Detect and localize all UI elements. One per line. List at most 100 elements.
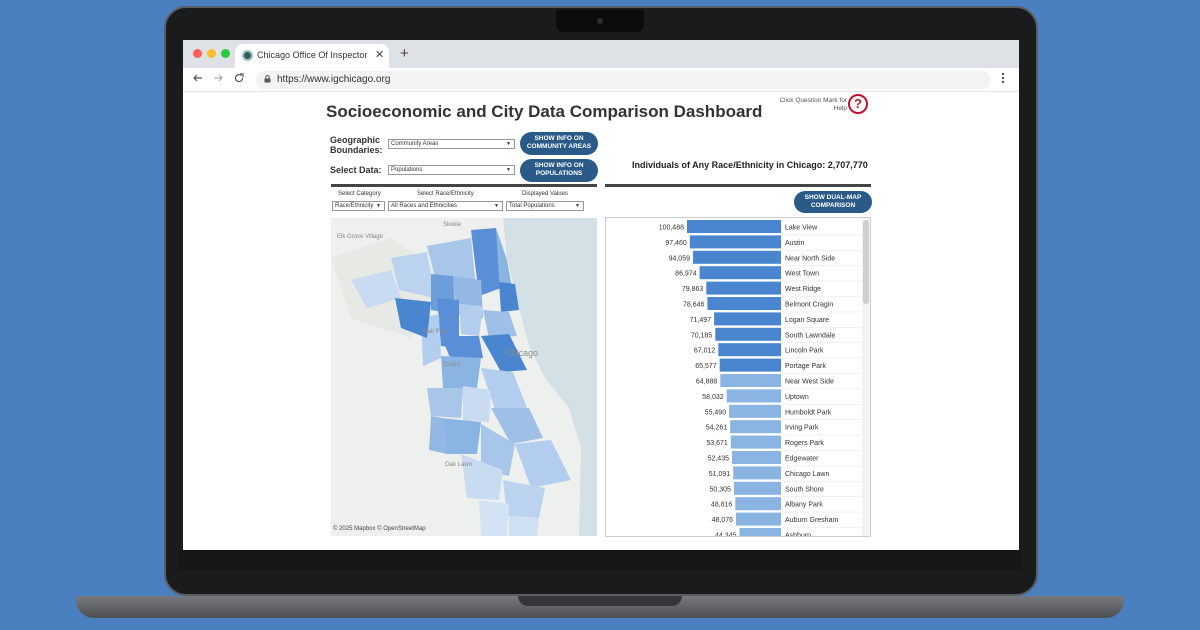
bar-value-label: 97,460 [665, 240, 687, 247]
bar-value-label: 71,497 [690, 317, 712, 324]
bar-12[interactable] [729, 404, 781, 418]
select-data-select[interactable]: Populations ▼ [388, 165, 515, 175]
category-value: Race/Ethnicity [335, 203, 374, 209]
bar-category-label: Albany Park [785, 502, 823, 509]
bar-category-label: Auburn Gresham [785, 517, 838, 524]
chevron-down-icon: ▼ [494, 203, 499, 209]
laptop-groove [518, 596, 682, 606]
url-text: https://www.igchicago.org [277, 74, 391, 85]
map-label-oak-lawn: Oak Lawn [445, 462, 472, 468]
maximize-window-icon[interactable] [221, 49, 230, 58]
bar-category-label: Logan Square [785, 317, 829, 324]
bar-value-label: 54,261 [706, 425, 728, 432]
bar-5[interactable] [707, 297, 781, 310]
bar-category-label: Belmont Cragin [785, 302, 833, 309]
bar-4[interactable] [706, 281, 781, 295]
race-label: Select Race/Ethnicity [417, 191, 474, 197]
bar-value-label: 78,646 [683, 302, 705, 309]
bar-category-label: Near West Side [785, 379, 834, 386]
category-label: Select Category [338, 191, 381, 197]
laptop-bezel [178, 550, 1022, 570]
display-label: Displayed Values [522, 191, 568, 197]
show-community-areas-button[interactable]: SHOW INFO ON COMMUNITY AREAS [520, 132, 598, 155]
forward-icon[interactable] [213, 72, 223, 86]
bar-10[interactable] [720, 374, 781, 387]
bar-8[interactable] [718, 343, 781, 357]
help-hint: Click Question Mark for Help [779, 97, 847, 112]
bar-3[interactable] [699, 266, 781, 280]
screen: Chicago Office Of Inspector General ✕ + … [183, 40, 1019, 550]
bar-15[interactable] [732, 451, 781, 464]
bar-category-label: South Shore [785, 486, 824, 493]
chevron-down-icon: ▼ [506, 167, 511, 173]
bar-20[interactable] [739, 528, 782, 536]
bar-value-label: 67,012 [694, 348, 716, 355]
close-tab-icon[interactable]: ✕ [375, 49, 385, 61]
bar-value-label: 65,577 [695, 363, 717, 370]
back-icon[interactable] [193, 72, 203, 86]
bar-value-label: 48,076 [712, 517, 734, 524]
minimize-window-icon[interactable] [207, 49, 216, 58]
map-attribution: © 2025 Mapbox © OpenStreetMap [333, 526, 426, 532]
bar-category-label: Lincoln Park [785, 348, 824, 355]
bar-1[interactable] [689, 235, 781, 249]
bar-value-label: 79,863 [682, 286, 704, 293]
bar-value-label: 48,816 [711, 502, 733, 509]
browser-tab[interactable]: Chicago Office Of Inspector General ✕ [235, 44, 389, 68]
total-headline: Individuals of Any Race/Ethnicity in Chi… [632, 160, 868, 170]
bar-category-label: Lake View [785, 225, 818, 232]
bar-value-label: 50,305 [709, 486, 731, 493]
bar-14[interactable] [730, 435, 781, 449]
question-mark-icon[interactable]: ? [848, 94, 868, 114]
chart-scrollbar-thumb[interactable] [863, 220, 869, 304]
bar-value-label: 52,435 [708, 456, 730, 463]
bar-6[interactable] [714, 312, 781, 326]
chevron-down-icon: ▼ [376, 203, 381, 209]
bar-category-label: Edgewater [785, 456, 819, 463]
bar-9[interactable] [719, 358, 781, 372]
bar-7[interactable] [715, 327, 781, 341]
reload-icon[interactable] [234, 72, 244, 86]
favicon-icon [242, 50, 253, 61]
bar-value-label: 70,185 [691, 332, 713, 339]
bar-value-label: 94,059 [669, 255, 691, 262]
page-title: Socioeconomic and City Data Comparison D… [326, 102, 763, 121]
bar-value-label: 55,490 [705, 409, 727, 416]
bar-value-label: 53,671 [706, 440, 728, 447]
lock-icon [264, 75, 271, 83]
menu-icon[interactable] [1001, 72, 1005, 87]
bar-chart-svg: 100,488 Lake View 97,460 Austin 94,059 Near N… [659, 220, 862, 537]
bar-value-label: 51,091 [709, 471, 731, 478]
population-bar-chart: 100,488 Lake View 97,460 Austin 94,059 Near N… [605, 217, 871, 537]
bar-category-label: West Ridge [785, 286, 821, 293]
display-select[interactable]: Total Populations ▼ [506, 201, 584, 211]
bar-11[interactable] [726, 389, 781, 403]
address-bar: https://www.igchicago.org [183, 68, 1019, 92]
race-select[interactable]: All Races and Ethnicities ▼ [388, 201, 503, 211]
community-areas-layer [351, 228, 571, 536]
bar-value-label: 44,345 [715, 533, 737, 537]
show-populations-button[interactable]: SHOW INFO ON POPULATIONS [520, 159, 598, 182]
bar-category-label: Portage Park [785, 363, 826, 370]
category-select[interactable]: Race/Ethnicity ▼ [332, 201, 385, 211]
bar-category-label: Humboldt Park [785, 409, 832, 416]
show-dual-map-button[interactable]: SHOW DUAL-MAP COMPARISON [794, 191, 872, 213]
divider-left [331, 184, 597, 187]
bar-2[interactable] [693, 250, 781, 264]
bar-13[interactable] [730, 420, 781, 434]
bar-18[interactable] [735, 497, 781, 511]
new-tab-icon[interactable]: + [400, 45, 409, 62]
bar-17[interactable] [733, 481, 781, 495]
bar-category-label: Near North Side [785, 255, 835, 262]
choropleth-map[interactable]: Skokie Elk Grove Village Oak Park Cicero… [331, 218, 597, 536]
url-field[interactable]: https://www.igchicago.org [255, 71, 991, 89]
bar-category-label: Chicago Lawn [785, 471, 829, 478]
map-label-oak-park: Oak Park [423, 329, 449, 335]
geo-boundaries-select[interactable]: Community Areas ▼ [388, 139, 515, 149]
chart-scrollbar[interactable] [862, 218, 870, 536]
close-window-icon[interactable] [193, 49, 202, 58]
bar-16[interactable] [733, 466, 781, 480]
bar-0[interactable] [687, 220, 781, 233]
bar-19[interactable] [736, 512, 781, 526]
bar-category-label: West Town [785, 271, 819, 278]
